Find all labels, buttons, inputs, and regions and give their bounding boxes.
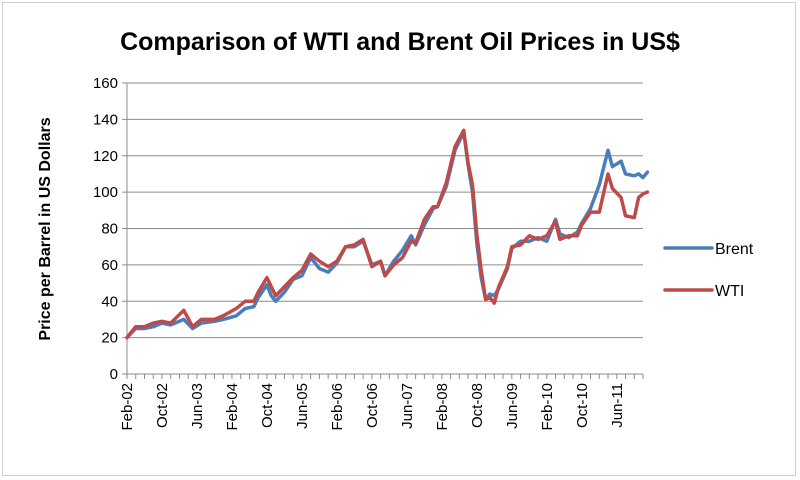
y-tick-label: 80 — [101, 221, 118, 238]
x-tick-labels: Feb-02 Oct-02 Jun-03 Feb-04 Oct-04 Jun-05 Feb-… — [119, 383, 626, 431]
x-tick-label: Oct-08 — [469, 383, 486, 428]
y-tick-label: 140 — [93, 111, 118, 128]
x-tick-label: Oct-02 — [154, 383, 171, 428]
x-tick-label: Jun-05 — [294, 383, 311, 429]
chart-title: Comparison of WTI and Brent Oil Prices i… — [120, 28, 680, 56]
y-tick-label: 60 — [101, 257, 118, 274]
x-tick-label: Feb-10 — [539, 383, 556, 431]
legend-label-wti: WTI — [715, 283, 744, 300]
y-tick-label: 0 — [110, 366, 118, 383]
x-tick-label: Feb-02 — [119, 383, 136, 431]
y-tick-labels: 0 20 40 60 80 100 120 140 160 — [93, 75, 118, 383]
y-tick-label: 160 — [93, 75, 118, 92]
y-axis-label: Price per Barrel in US Dollars — [37, 117, 54, 340]
x-tick-label: Jun-11 — [609, 383, 626, 428]
x-tick-label: Jun-09 — [504, 383, 521, 429]
y-tick-label: 40 — [101, 293, 118, 310]
x-tick-label: Oct-10 — [574, 383, 591, 428]
legend: Brent WTI — [663, 241, 754, 300]
legend-label-brent: Brent — [715, 241, 754, 258]
x-tick-label: Feb-06 — [329, 383, 346, 431]
axes — [122, 82, 644, 379]
x-tick-label: Oct-04 — [259, 383, 276, 428]
gridlines — [127, 82, 643, 339]
x-tick-label: Jun-03 — [189, 383, 206, 429]
x-tick-label: Oct-06 — [364, 383, 381, 428]
series-lines — [125, 128, 650, 340]
y-tick-label: 20 — [101, 330, 118, 347]
y-tick-label: 100 — [93, 184, 118, 201]
x-tick-label: Feb-04 — [224, 383, 241, 431]
y-tick-label: 120 — [93, 148, 118, 165]
x-tick-label: Feb-08 — [434, 383, 451, 431]
series-line-wti — [125, 128, 650, 340]
x-tick-label: Jun-07 — [399, 383, 416, 429]
